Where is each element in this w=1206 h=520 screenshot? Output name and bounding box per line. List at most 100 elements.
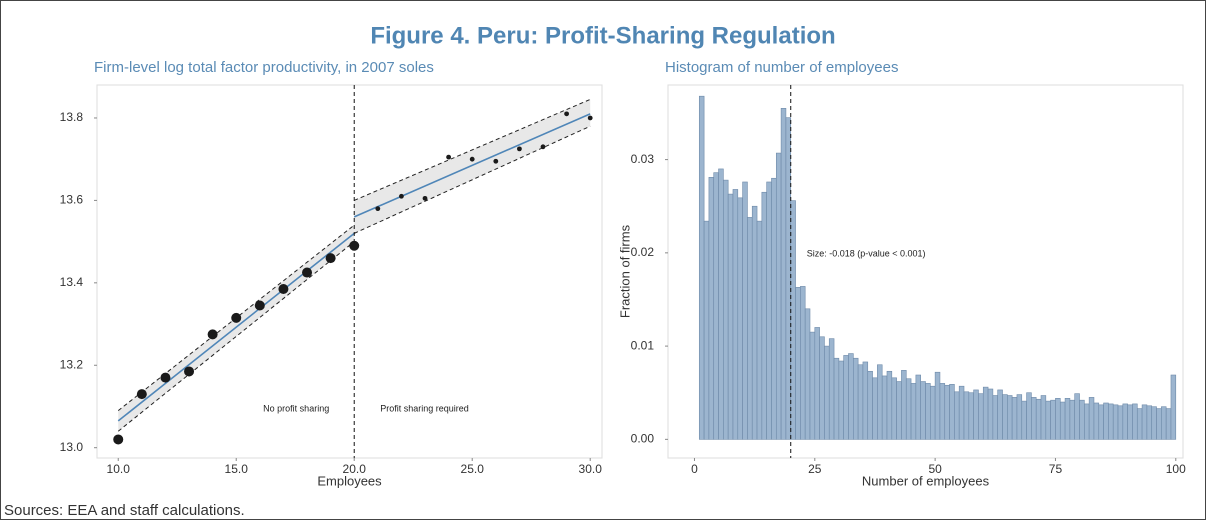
histogram-bar [987, 388, 994, 440]
histogram-bar [1127, 404, 1133, 440]
x-tick-label: 20.0 [343, 462, 367, 476]
histogram-bar [1074, 393, 1080, 440]
histogram-bar [968, 392, 974, 440]
histogram-bar [819, 336, 825, 440]
y-tick-label: 0.03 [631, 152, 655, 166]
scatter-point [587, 115, 593, 121]
scatter-point [349, 240, 360, 251]
scatter-point [278, 284, 289, 295]
histogram-bar [997, 389, 1003, 440]
histogram-bar [1007, 395, 1013, 440]
histogram-bar [723, 179, 729, 440]
histogram-bar [1031, 397, 1037, 440]
histogram-bar [949, 384, 955, 440]
histogram-bar [1156, 408, 1162, 440]
histogram-bar [1011, 397, 1018, 440]
histogram-bar [1035, 398, 1042, 440]
subtitle: Firm-level log total factor productivity… [94, 59, 434, 76]
histogram-bar [1079, 399, 1085, 440]
x-tick-label: 0 [691, 462, 698, 476]
scatter-point [493, 158, 499, 164]
histogram-bar [992, 395, 998, 440]
histogram-bar [800, 286, 806, 440]
histogram-bar [785, 117, 792, 440]
histogram-bar [896, 381, 902, 440]
histogram-bar [828, 338, 835, 440]
scatter-point [422, 195, 428, 201]
y-tick-label: 0.02 [631, 245, 655, 259]
histogram-bar [1064, 398, 1071, 440]
histogram-bar [857, 364, 864, 440]
y-axis-label: Fraction of firms [617, 224, 632, 318]
scatter-point [231, 312, 242, 323]
histogram-bar [809, 331, 816, 440]
histogram-bar [901, 370, 907, 440]
histogram-bar [1161, 406, 1167, 440]
fit-line [353, 113, 591, 218]
histogram-bar [982, 386, 989, 440]
plot-frame [667, 84, 1184, 459]
histogram-bar [1165, 408, 1172, 440]
scatter-point [136, 389, 147, 400]
histogram-bar [1055, 398, 1061, 440]
histogram-bar [747, 217, 753, 440]
histogram-bar [978, 393, 984, 440]
histogram-bar [1069, 399, 1076, 440]
histogram-bar [795, 287, 801, 440]
histogram-bar [934, 371, 941, 440]
histogram-bar [925, 383, 931, 440]
subtitle: Histogram of number of employees [665, 59, 898, 76]
histogram-bar [930, 385, 936, 440]
fit-line [117, 232, 355, 422]
x-tick-label: 100 [1166, 462, 1186, 476]
scatter-point [517, 146, 522, 152]
x-axis-label: Number of employees [862, 473, 990, 488]
histogram-bar [756, 220, 763, 440]
source-note: Sources: EEA and staff calculations. [4, 502, 245, 519]
histogram-bar [751, 205, 758, 440]
histogram-bar [1021, 400, 1027, 440]
histogram-bar [1112, 404, 1119, 440]
scatter-point [564, 111, 570, 117]
y-tick-label: 13.2 [60, 357, 84, 371]
x-tick-label: 25 [808, 462, 822, 476]
scatter-point [254, 300, 265, 311]
histogram-bar [732, 189, 739, 440]
histogram-bar [1151, 406, 1157, 440]
histogram-bar [1170, 374, 1177, 440]
histogram-bar [905, 378, 912, 440]
histogram-bar [944, 384, 950, 440]
scatter-point [325, 253, 336, 264]
histogram-bar [891, 377, 897, 440]
histogram-bar [1026, 392, 1032, 440]
histogram-bar [1103, 402, 1109, 440]
x-tick-label: 30.0 [579, 462, 603, 476]
histogram-bar [1136, 408, 1143, 440]
x-axis-label: Employees [317, 473, 382, 488]
scatter-point [184, 366, 195, 377]
x-tick-label: 75 [1049, 462, 1063, 476]
x-tick-label: 25.0 [461, 462, 485, 476]
histogram-bar [915, 374, 921, 440]
scatter-point [113, 434, 124, 445]
histogram-bar [814, 327, 820, 440]
ci-lower [354, 125, 591, 234]
histogram-bar [708, 177, 715, 440]
histogram-bar [761, 191, 767, 440]
histogram-bar [775, 152, 782, 440]
histogram-bar [867, 370, 873, 440]
histogram-bar [920, 381, 926, 440]
histogram-bar [1050, 399, 1056, 440]
figure-title: Figure 4. Peru: Profit-Sharing Regulatio… [370, 22, 835, 49]
histogram-bar [1084, 403, 1090, 440]
y-tick-label: 13.4 [60, 275, 84, 289]
x-tick-label: 10.0 [107, 462, 131, 476]
y-tick-label: 13.6 [60, 193, 84, 207]
scatter-point [207, 329, 218, 340]
y-tick-label: 0.01 [631, 338, 655, 352]
histogram-bar [1016, 394, 1023, 440]
histogram-bar [939, 383, 946, 440]
histogram-bar [862, 361, 869, 440]
